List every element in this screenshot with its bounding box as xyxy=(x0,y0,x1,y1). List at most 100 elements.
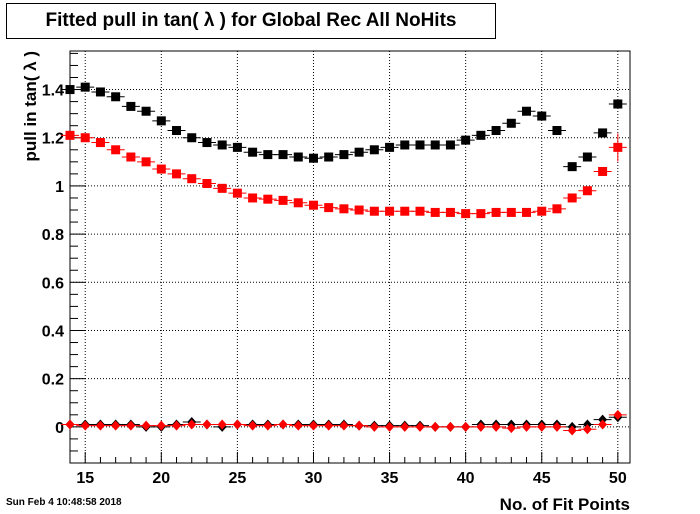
data-point-diamond xyxy=(354,420,364,431)
data-point-square xyxy=(65,130,75,140)
data-point-square xyxy=(598,128,608,138)
data-point-square xyxy=(80,133,90,143)
data-point-square xyxy=(582,186,592,196)
data-point-diamond xyxy=(476,421,486,432)
data-point-diamond xyxy=(415,421,425,432)
data-point-square xyxy=(537,111,547,121)
x-tick-label: 40 xyxy=(457,470,475,487)
data-point-diamond xyxy=(552,421,562,432)
data-point-diamond xyxy=(400,421,410,432)
data-point-square xyxy=(141,106,151,116)
y-tick-label: 0 xyxy=(55,420,64,437)
data-point-diamond xyxy=(506,423,516,434)
data-point-square xyxy=(263,194,273,204)
data-point-diamond xyxy=(339,420,349,431)
data-point-square xyxy=(172,126,182,136)
data-point-diamond xyxy=(445,421,455,432)
data-point-square xyxy=(339,204,349,214)
data-point-diamond xyxy=(111,420,121,431)
x-tick-label: 35 xyxy=(381,470,399,487)
data-point-diamond xyxy=(95,420,105,431)
data-point-square xyxy=(491,126,501,136)
plot-frame xyxy=(69,50,631,464)
data-point-square xyxy=(506,118,516,128)
data-point-diamond xyxy=(537,421,547,432)
data-point-diamond xyxy=(430,421,440,432)
data-point-square xyxy=(95,87,105,97)
data-point-square xyxy=(582,152,592,162)
data-point-square xyxy=(415,206,425,216)
y-tick-label: 1.2 xyxy=(42,131,64,148)
data-point-diamond xyxy=(369,421,379,432)
data-point-square xyxy=(278,150,288,160)
data-point-square xyxy=(293,152,303,162)
x-tick-label: 45 xyxy=(533,470,551,487)
data-point-square xyxy=(400,206,410,216)
data-point-square xyxy=(491,207,501,217)
data-point-square xyxy=(187,133,197,143)
data-point-diamond xyxy=(308,420,318,431)
chart-title-box: Fitted pull in tan( λ ) for Global Rec A… xyxy=(6,3,496,39)
timestamp-label: Sun Feb 4 10:48:58 2018 xyxy=(6,497,122,508)
data-point-diamond xyxy=(202,419,212,430)
data-point-diamond xyxy=(491,421,501,432)
data-point-square xyxy=(598,166,608,176)
data-point-square xyxy=(567,162,577,172)
data-point-square xyxy=(156,116,166,126)
data-point-diamond xyxy=(461,421,471,432)
data-point-square xyxy=(111,145,121,155)
data-point-square xyxy=(324,203,334,213)
data-point-square xyxy=(369,206,379,216)
data-point-square xyxy=(111,92,121,102)
data-point-diamond xyxy=(598,419,608,430)
data-point-square xyxy=(506,207,516,217)
data-point-square xyxy=(202,138,212,148)
data-point-square xyxy=(202,179,212,189)
data-point-square xyxy=(65,85,75,95)
y-axis-title: pull in tan( λ ) xyxy=(21,51,40,162)
data-point-diamond xyxy=(248,420,258,431)
data-point-diamond xyxy=(613,409,623,420)
data-point-diamond xyxy=(156,420,166,431)
y-tick-label: 0.4 xyxy=(42,323,64,340)
data-point-square xyxy=(369,145,379,155)
data-point-diamond xyxy=(324,420,334,431)
data-point-square xyxy=(461,135,471,145)
data-point-square xyxy=(324,152,334,162)
x-tick-label: 25 xyxy=(228,470,246,487)
data-point-diamond xyxy=(567,425,577,436)
data-point-square xyxy=(552,204,562,214)
data-point-square xyxy=(248,147,258,157)
data-point-square xyxy=(126,101,136,111)
data-point-diamond xyxy=(582,424,592,435)
data-point-square xyxy=(156,164,166,174)
y-tick-label: 0.2 xyxy=(42,372,64,389)
data-point-square xyxy=(80,82,90,92)
data-point-diamond xyxy=(172,420,182,431)
data-point-diamond xyxy=(293,420,303,431)
data-point-square xyxy=(415,140,425,150)
data-point-square xyxy=(354,205,364,215)
data-point-square xyxy=(126,152,136,162)
data-point-diamond xyxy=(385,421,395,432)
data-point-diamond xyxy=(187,419,197,430)
data-point-square xyxy=(308,200,318,210)
x-tick-label: 20 xyxy=(152,470,170,487)
x-tick-label: 30 xyxy=(305,470,323,487)
data-point-diamond xyxy=(278,419,288,430)
data-point-square xyxy=(293,198,303,208)
data-point-square xyxy=(430,140,440,150)
data-point-square xyxy=(461,209,471,219)
x-axis-title: No. of Fit Points xyxy=(500,495,630,514)
data-point-square xyxy=(141,157,151,167)
y-tick-label: 0.8 xyxy=(42,227,64,244)
data-point-square xyxy=(400,140,410,150)
x-tick-label: 15 xyxy=(76,470,94,487)
data-point-square xyxy=(95,138,105,148)
y-tick-label: 0.6 xyxy=(42,275,64,292)
axis-ticks: 15 20 25 30 35 40 45 50 0 0.2 0.4 0.6 0.8 1 1.2 1.4 xyxy=(42,52,627,487)
y-tick-label: 1 xyxy=(55,179,64,196)
y-tick-label: 1.4 xyxy=(42,83,64,100)
data-point-square xyxy=(354,147,364,157)
data-point-square xyxy=(476,209,486,219)
